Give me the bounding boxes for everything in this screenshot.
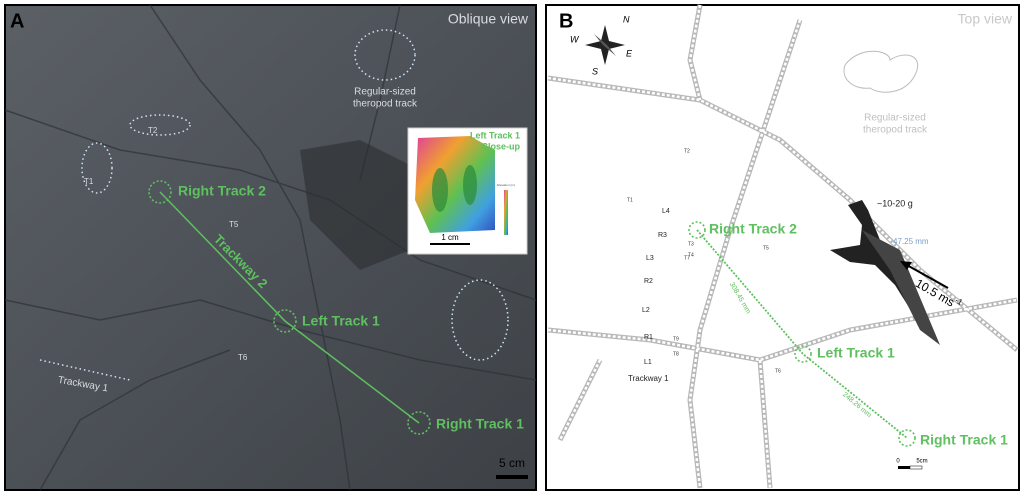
track-label: T1 [627,197,633,203]
scale-label: 1 cm [441,233,459,242]
track-label: T5 [763,245,769,251]
track-label: T2 [148,126,158,135]
track-label: T2 [684,148,690,154]
track-label: T3 [688,241,694,247]
track-circle [407,411,431,435]
panel-label: A [10,10,24,32]
track-label: T4 [688,252,694,258]
track-label: Left Track 1 [302,313,380,329]
track-outline [843,50,918,93]
view-label: Oblique view [448,11,529,27]
track-label: T1 [84,177,94,186]
track-label: T6 [238,353,248,362]
arrow [904,263,949,289]
track-label: Left Track 1 [817,345,895,361]
track-label: T9 [673,336,679,342]
drawing [545,4,1020,491]
compass-label: W [570,34,580,44]
cracks [4,4,537,491]
inset: Left Track 1 Close-up Elevation (m) 1 cm [407,127,528,255]
track-circle [148,180,172,204]
track-label: Right Track 1 [436,416,524,432]
track-label: Right Track 2 [178,183,266,199]
scale-bar [496,475,528,479]
scale-label: 5 cm [499,456,525,470]
track-label: L2 [642,307,650,314]
panel-a: A Oblique view Regular-sized theropod tr… [4,4,537,491]
track-label: R3 [658,232,667,239]
panel-label: B [559,10,573,32]
cracks [547,4,1019,489]
scale-label: 5cm [916,459,927,465]
track-circle [794,345,812,363]
compass [585,25,625,65]
track-label: L4 [662,208,670,215]
track-circle [273,309,297,333]
view-label: Top view [958,11,1013,27]
bird-silhouette [830,200,940,345]
trackway-line [159,191,420,424]
panel-b: B Top view N E S W Regular-sized theropo… [545,4,1020,491]
track-label: T5 [229,220,239,229]
track-label: T6 [775,368,781,374]
annotation: Regular-sized [354,87,416,98]
track-circle [898,429,916,447]
annotation: theropod track [863,125,928,136]
track-label: T7 [684,255,690,261]
track-label: Right Track 1 [920,432,1008,448]
annotation: 47.25 mm [893,237,929,246]
compass-label: S [592,66,598,76]
dark-patch [300,140,420,270]
track-label: R2 [644,278,653,285]
compass-label: E [626,48,633,58]
trackway-label: Trackway 1 [628,374,669,383]
annotation: ~10-20 g [877,198,913,208]
track-label: T8 [673,351,679,357]
track-circle [688,221,706,239]
annotation: theropod track [353,99,418,110]
arrow-head [900,261,912,270]
scale-label: 0 [896,459,900,465]
track-label: L3 [646,255,654,262]
annotation: Regular-sized [864,113,926,124]
inset-title: Close-up [481,141,520,151]
trackway-line [696,229,908,439]
speed-unit-exponent: -1 [953,296,964,308]
compass-label: N [623,14,630,24]
track-label: L1 [644,359,652,366]
track-label: R1 [644,334,653,341]
track-label: Right Track 2 [709,221,797,237]
inset-title: Left Track 1 [470,130,520,140]
legend-title: Elevation (m) [497,183,515,187]
